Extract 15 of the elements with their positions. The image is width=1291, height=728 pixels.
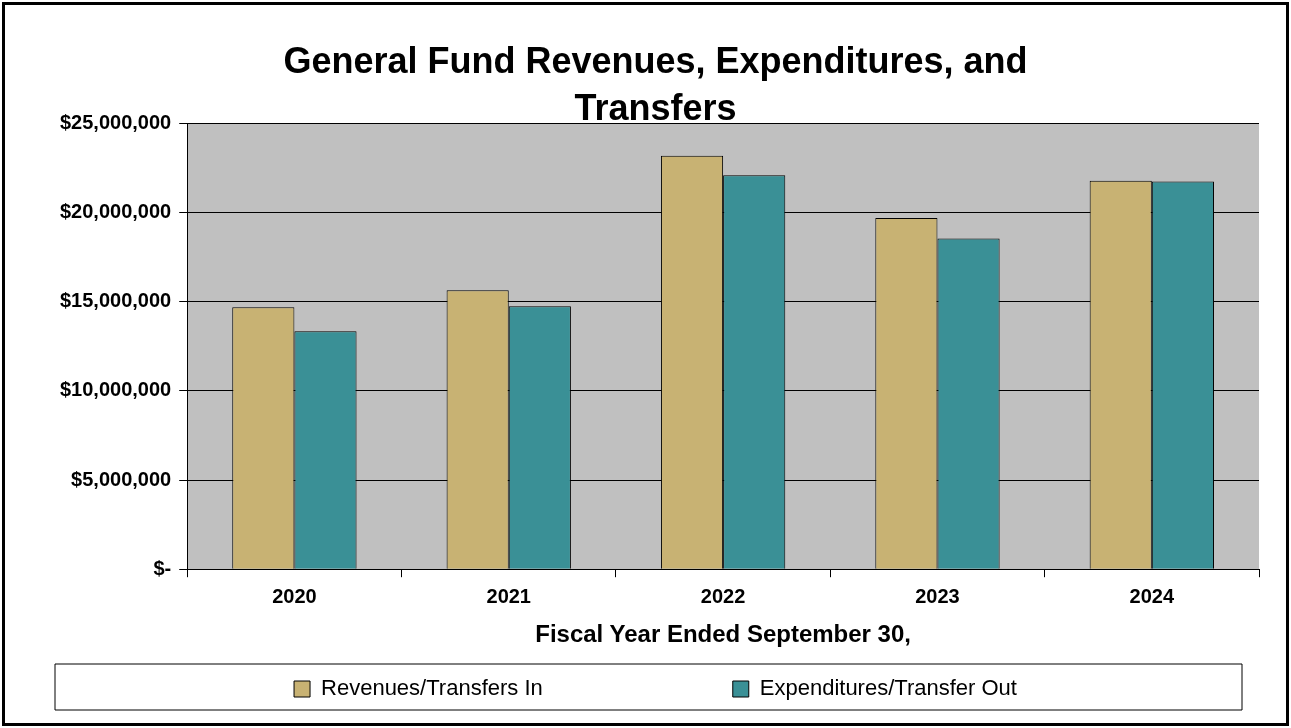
x-tick-label: 2024 bbox=[1129, 584, 1175, 607]
y-tick-label: $20,000,000 bbox=[59, 200, 172, 223]
chart-title: General Fund Revenues, Expenditures, and Transfers bbox=[283, 40, 1028, 129]
x-tick-label: 2020 bbox=[272, 584, 317, 607]
y-tick-label: $5,000,000 bbox=[71, 467, 172, 490]
x-axis-title: Fiscal Year Ended September 30, bbox=[535, 620, 911, 648]
legend-label: Expenditures/Transfer Out bbox=[759, 675, 1017, 701]
y-tick-label: $10,000,000 bbox=[59, 378, 172, 401]
y-tick-label: $15,000,000 bbox=[59, 289, 172, 312]
legend-label: Revenues/Transfers In bbox=[321, 675, 719, 701]
x-tick-label: 2023 bbox=[915, 584, 960, 607]
y-tick-label: $- bbox=[153, 556, 172, 579]
x-tick-label: 2021 bbox=[486, 584, 531, 607]
y-tick-label: $25,000,000 bbox=[59, 111, 172, 134]
x-tick-label: 2022 bbox=[700, 584, 746, 607]
